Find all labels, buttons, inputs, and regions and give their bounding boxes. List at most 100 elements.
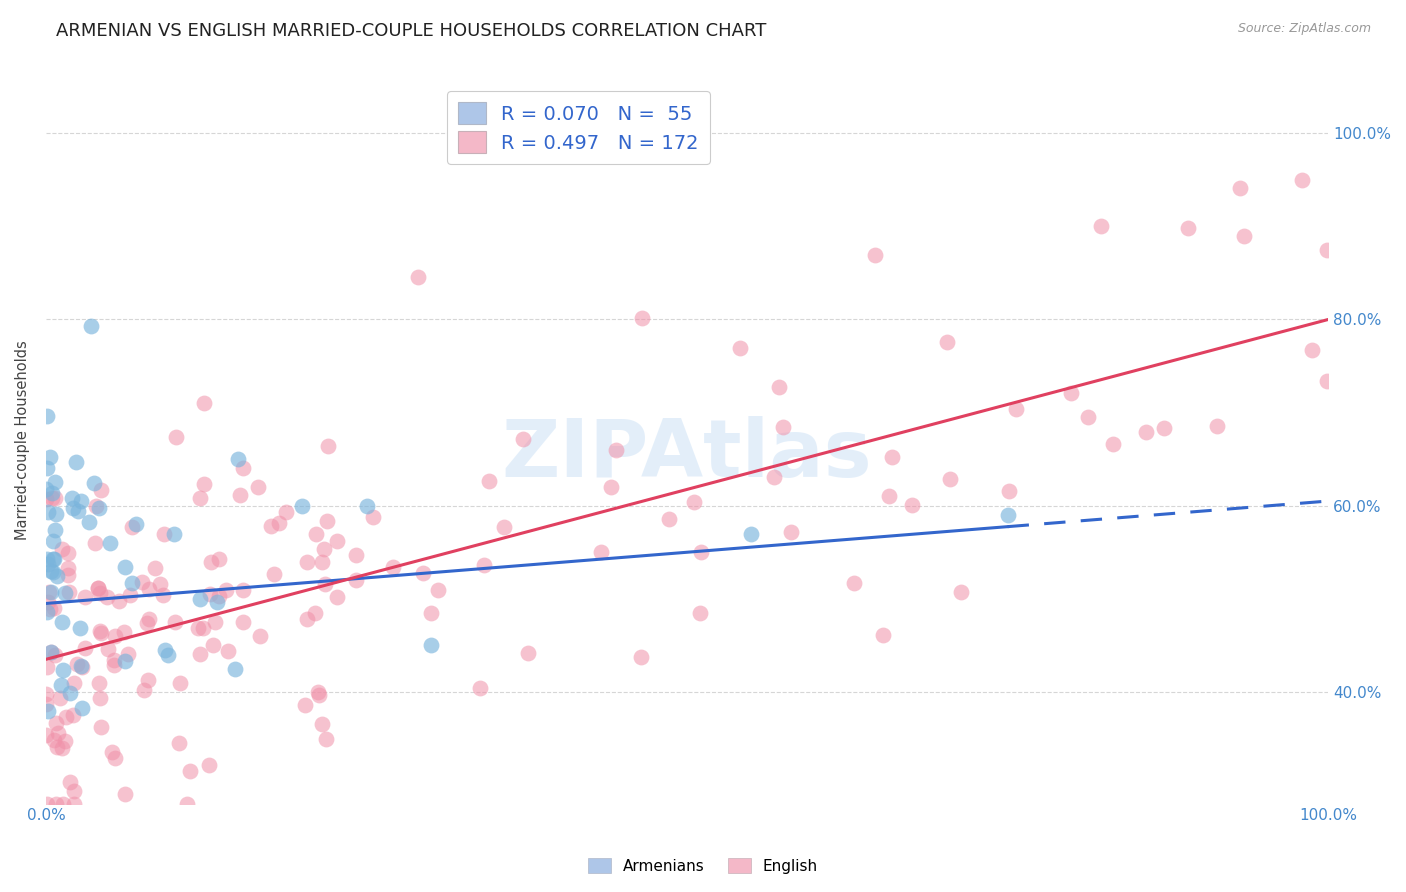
Point — [48, 691, 70, 706]
Point — [1233, 229, 1256, 244]
Point — [260, 518, 283, 533]
Point — [842, 576, 865, 591]
Point — [83, 475, 105, 490]
Point — [42, 732, 65, 747]
Point — [426, 582, 449, 597]
Point — [69, 621, 91, 635]
Point — [44, 475, 66, 490]
Point — [316, 439, 339, 453]
Point — [89, 691, 111, 706]
Point — [152, 588, 174, 602]
Point — [59, 775, 82, 789]
Point — [193, 476, 215, 491]
Point — [512, 432, 534, 446]
Point — [35, 697, 58, 711]
Point — [263, 567, 285, 582]
Point — [191, 621, 214, 635]
Point — [1059, 386, 1081, 401]
Point — [740, 526, 762, 541]
Point — [689, 607, 711, 621]
Point — [45, 507, 67, 521]
Point — [51, 615, 73, 630]
Point — [62, 708, 84, 723]
Text: ZIPAtlas: ZIPAtlas — [502, 416, 873, 494]
Point — [114, 559, 136, 574]
Point — [1316, 374, 1339, 388]
Point — [45, 715, 67, 730]
Point — [121, 520, 143, 534]
Point — [517, 646, 540, 660]
Point — [39, 450, 62, 464]
Point — [307, 685, 329, 699]
Point — [1135, 425, 1157, 439]
Point — [51, 741, 73, 756]
Point — [63, 676, 86, 690]
Point — [44, 600, 66, 615]
Point — [156, 648, 179, 663]
Point — [98, 536, 121, 550]
Point — [114, 787, 136, 801]
Point — [198, 757, 221, 772]
Point — [998, 483, 1021, 498]
Point — [478, 474, 501, 488]
Point — [117, 647, 139, 661]
Point — [226, 452, 249, 467]
Point — [325, 591, 347, 605]
Point — [1153, 421, 1175, 435]
Point — [311, 555, 333, 569]
Point — [326, 534, 349, 549]
Point — [53, 734, 76, 748]
Point — [121, 576, 143, 591]
Point — [103, 751, 125, 765]
Point — [60, 491, 83, 506]
Point — [276, 505, 298, 519]
Point — [1077, 409, 1099, 424]
Point — [89, 624, 111, 639]
Point — [1101, 437, 1123, 451]
Point — [1229, 181, 1251, 195]
Point — [41, 645, 63, 659]
Point — [135, 615, 157, 630]
Point — [762, 470, 785, 484]
Point — [630, 649, 652, 664]
Point — [768, 380, 790, 394]
Point — [112, 624, 135, 639]
Point — [103, 658, 125, 673]
Point — [63, 797, 86, 811]
Point — [114, 654, 136, 668]
Point — [232, 461, 254, 475]
Point — [297, 556, 319, 570]
Point — [420, 606, 443, 620]
Point — [149, 577, 172, 591]
Point — [65, 455, 87, 469]
Point — [176, 797, 198, 811]
Point — [163, 526, 186, 541]
Point — [188, 491, 211, 505]
Point — [361, 509, 384, 524]
Point — [70, 494, 93, 508]
Point — [229, 488, 252, 502]
Point — [131, 574, 153, 589]
Point — [35, 660, 58, 674]
Point — [267, 516, 290, 531]
Point — [39, 645, 62, 659]
Point — [35, 409, 58, 423]
Point — [107, 594, 129, 608]
Point — [58, 568, 80, 582]
Point — [208, 589, 231, 603]
Point — [70, 700, 93, 714]
Point — [1301, 343, 1323, 357]
Point — [880, 450, 903, 464]
Point — [90, 720, 112, 734]
Point — [143, 561, 166, 575]
Point — [344, 573, 367, 587]
Point — [779, 525, 801, 540]
Point — [41, 485, 63, 500]
Point — [39, 565, 62, 579]
Point — [599, 479, 621, 493]
Point — [138, 582, 160, 596]
Point — [89, 483, 111, 497]
Point — [46, 726, 69, 740]
Point — [77, 515, 100, 529]
Point — [169, 676, 191, 690]
